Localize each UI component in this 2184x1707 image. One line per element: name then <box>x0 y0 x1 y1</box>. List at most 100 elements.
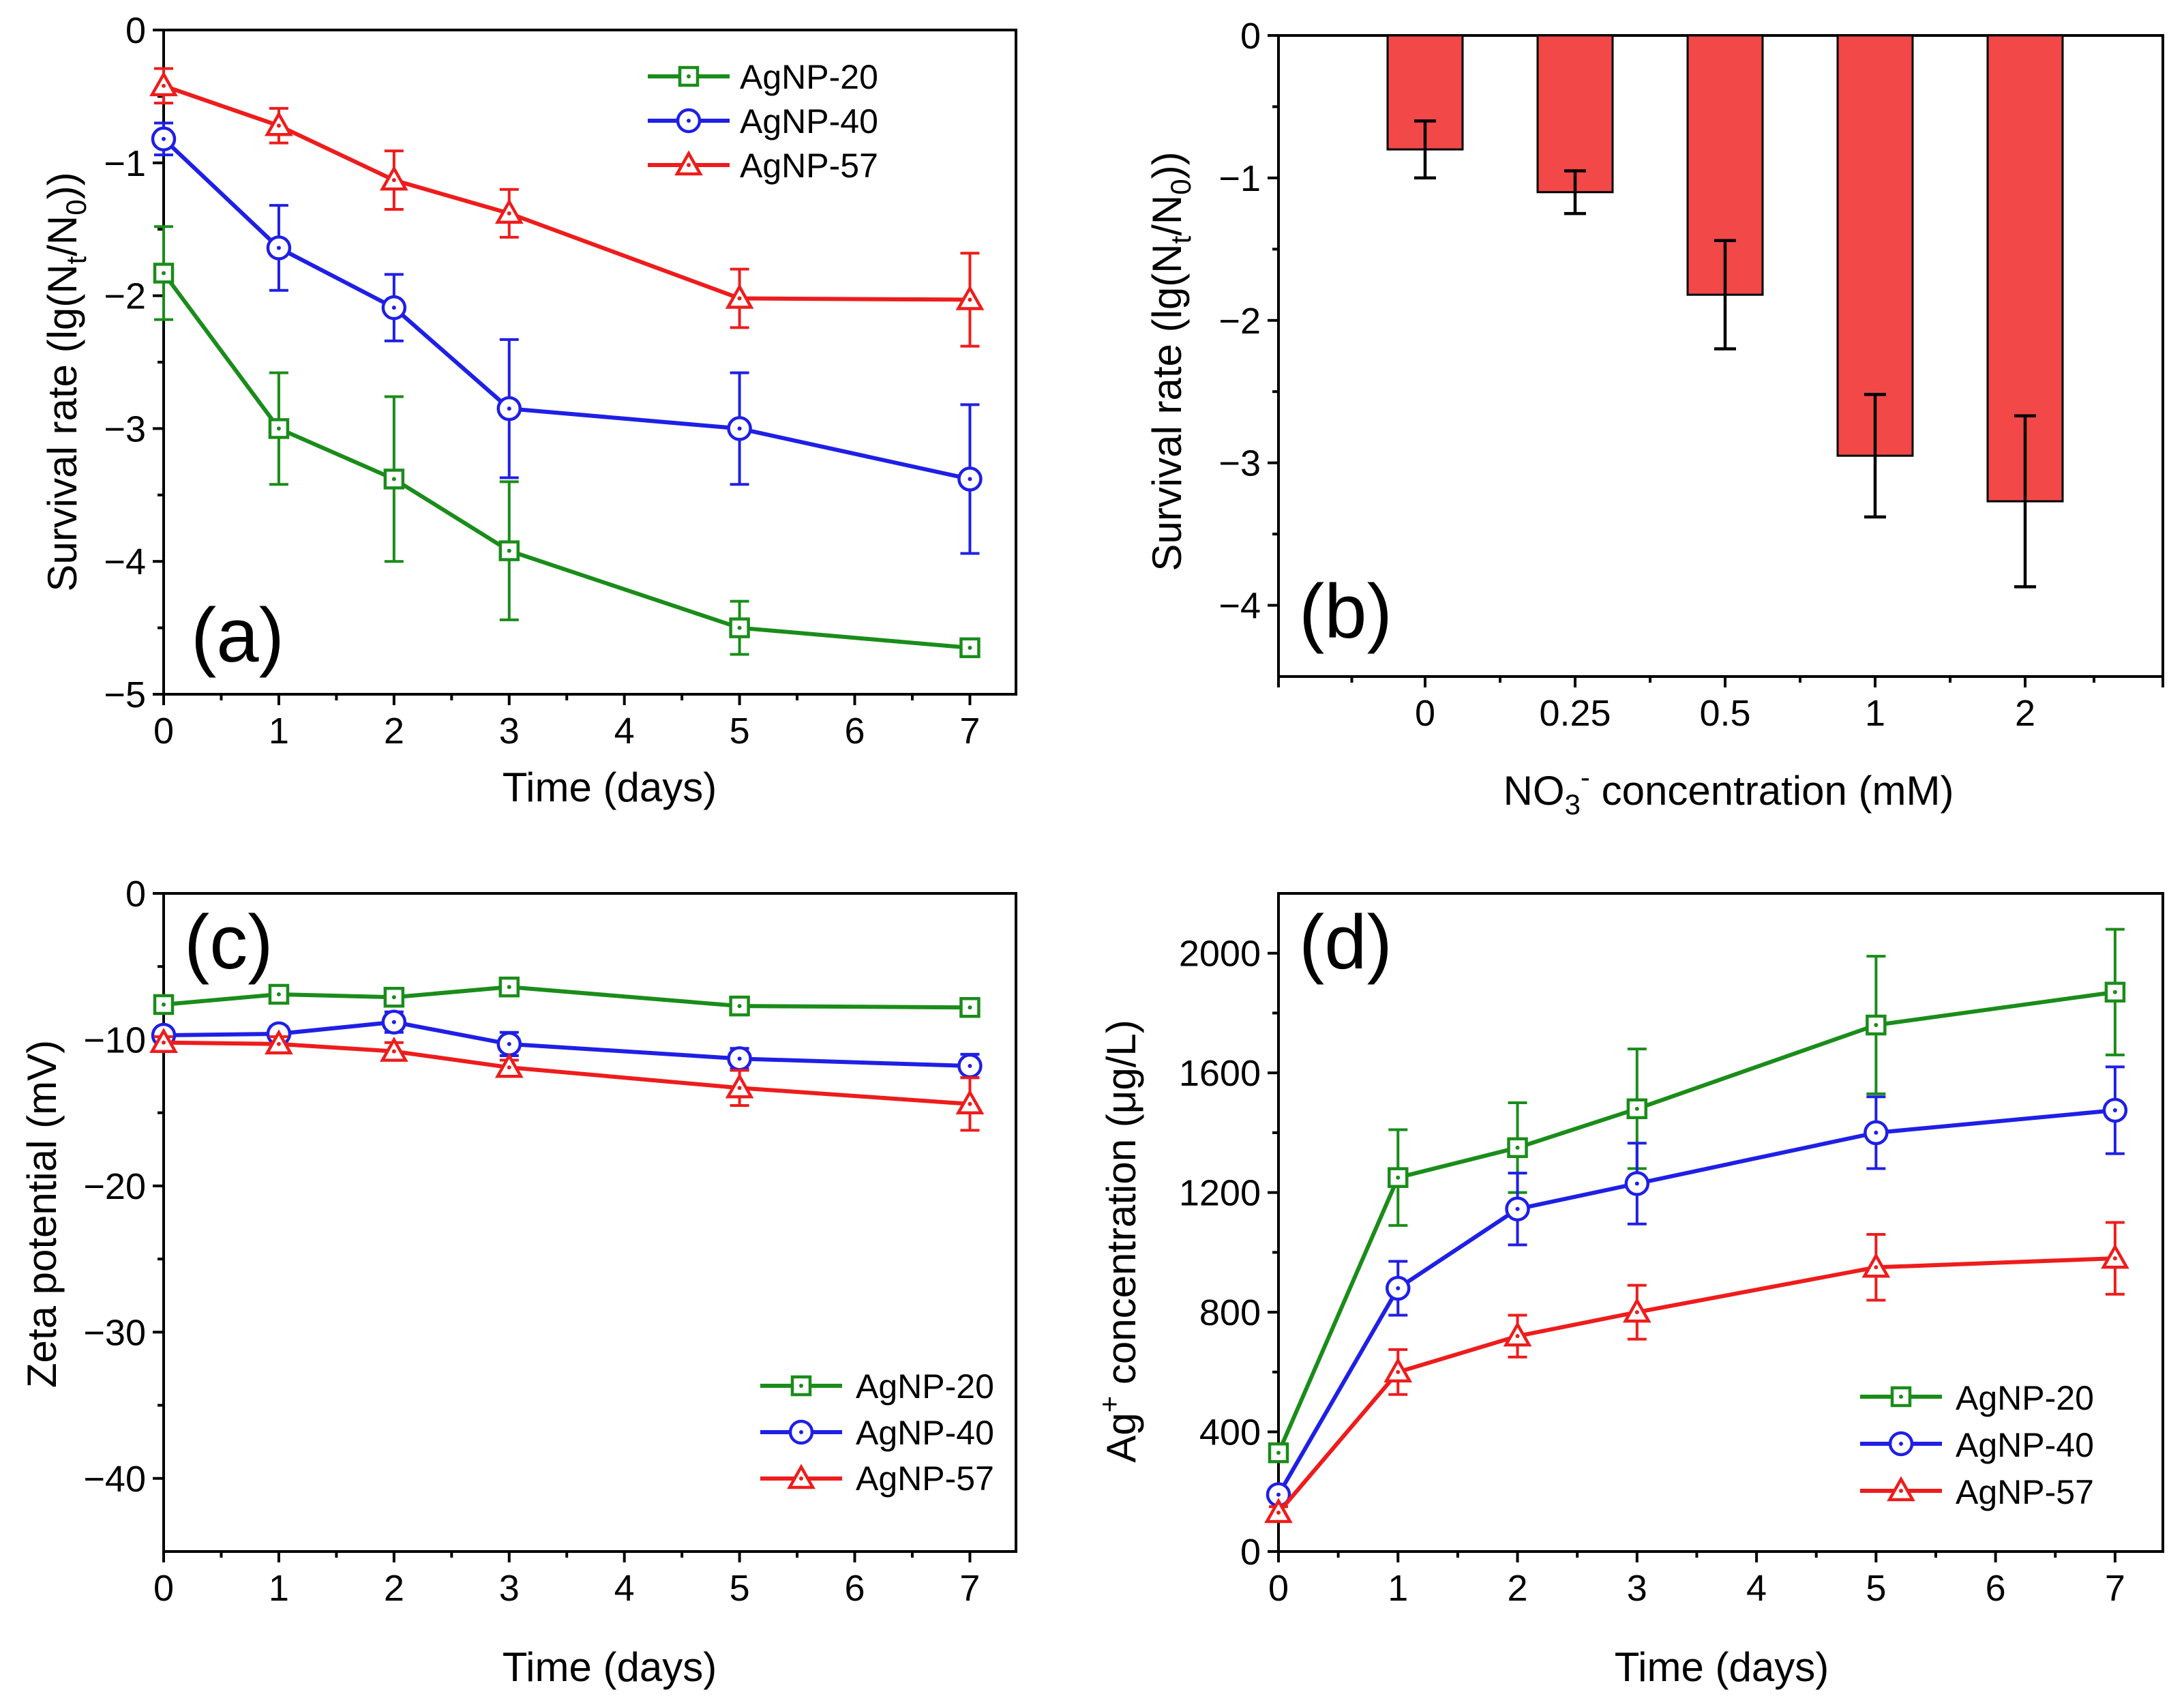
panel-a-legend-agnp-40: AgNP-40 <box>740 102 878 140</box>
panel-d-point-agnp-57-dot <box>1396 1369 1401 1374</box>
panel-c-legend-agnp-57: AgNP-57 <box>856 1459 994 1498</box>
panel-a-series-agnp-57 <box>149 67 985 348</box>
panel-d-legend: AgNP-20 AgNP-40 AgNP-57 <box>1956 1379 2094 1511</box>
panel-a-ytick-label: −5 <box>104 674 146 715</box>
panel-c-legend-agnp-20: AgNP-20 <box>856 1367 994 1406</box>
panel-c-point-agnp-40-dot <box>507 1041 511 1046</box>
panel-d-point-agnp-20-dot <box>1874 1023 1879 1027</box>
panel-c-xtick-label: 2 <box>384 1568 404 1609</box>
panel-c-ylabel: Zeta potential (mV) <box>19 1040 65 1388</box>
panel-a-xtick-label: 2 <box>384 711 404 752</box>
panel-c-point-agnp-57-dot <box>968 1101 972 1106</box>
panel-c-xlabel: Time (days) <box>503 1644 717 1690</box>
panel-d-label: (d) <box>1299 900 1392 985</box>
panel-d-point-agnp-40-dot <box>1874 1130 1879 1135</box>
panel-d-point-agnp-20-dot <box>1276 1451 1281 1455</box>
panel-c-line-agnp-40 <box>163 1020 970 1069</box>
panel-a-point-agnp-40-dot <box>507 406 511 411</box>
panel-a-ytick-label: −4 <box>104 541 146 582</box>
panel-c-ytick-label: −10 <box>83 1020 146 1060</box>
panel-c-point-agnp-20-dot <box>276 992 281 996</box>
panel-d-legend-swatch-agnp-57 <box>1860 1476 1942 1502</box>
panel-d-line-agnp-20 <box>1276 990 2116 1454</box>
panel-d-point-agnp-40-dot <box>1515 1206 1520 1211</box>
panel-a-legend-marker-agnp-20-dot <box>687 74 691 78</box>
panel-c-label: (c) <box>184 900 273 985</box>
panel-a-point-agnp-40-dot <box>968 477 972 481</box>
panel-d-legend-swatch-agnp-20 <box>1860 1386 1942 1408</box>
panel-a: (a) Survival rate (lg(Nt/N0)) Time (days… <box>40 58 878 810</box>
panel-a-ylabel: Survival rate (lg(Nt/N0)) <box>40 172 92 591</box>
panel-d-frame <box>1277 892 2164 1553</box>
panel-a-legend-swatch-agnp-40 <box>648 108 730 134</box>
panel-a-point-agnp-20-dot <box>276 426 281 431</box>
panel-a-line-agnp-20 <box>162 271 970 650</box>
panel-a-xtick-label: 3 <box>499 711 520 752</box>
panel-b-category-label: 0.5 <box>1699 693 1750 734</box>
panel-c-xtick-label: 6 <box>844 1568 865 1609</box>
panel-d-point-agnp-57-dot <box>1515 1334 1520 1339</box>
panel-a-axes: 0−1−2−3−4−50 1 2 3 4 5 6 7 <box>104 10 1017 752</box>
panel-c: (c) Zeta potential (mV) Time (days) AgNP… <box>19 900 994 1690</box>
panel-a-point-agnp-40-dot <box>276 246 281 250</box>
panel-a-ytick-label: −3 <box>104 409 146 449</box>
panel-b-ytick-label: −1 <box>1218 158 1261 199</box>
panel-a-legend-agnp-57: AgNP-57 <box>740 147 878 185</box>
panel-c-point-agnp-20 <box>959 997 981 1018</box>
panel-d-point-agnp-20-dot <box>1396 1175 1401 1180</box>
panel-a-point-agnp-20-dot <box>162 271 166 276</box>
panel-a-xtick-label: 4 <box>614 711 635 752</box>
panel-c-xtick-label: 1 <box>269 1568 289 1609</box>
panel-a-point-agnp-57-dot <box>162 83 166 88</box>
panel-d-point-agnp-57-dot <box>2112 1256 2117 1261</box>
panel-b: (b) Survival rate (lg(Nt/N0)) NO3- conce… <box>1144 151 1954 820</box>
panel-d-ytick-label: 400 <box>1199 1412 1261 1453</box>
panel-b-xlabel: NO3- concentration (mM) <box>1504 761 1954 820</box>
panel-c-xtick-label: 4 <box>614 1568 635 1609</box>
panel-c-xtick-label: 0 <box>153 1568 174 1609</box>
panel-b-label: (b) <box>1299 569 1392 654</box>
panel-c-line-agnp-20 <box>163 985 970 1010</box>
panel-c-legend: AgNP-20 AgNP-40 AgNP-57 <box>856 1367 994 1498</box>
panel-a-point-agnp-20-dot <box>737 625 742 630</box>
panel-b-bar-1 <box>1836 34 1914 457</box>
panel-d-point-agnp-40-dot <box>1634 1181 1639 1186</box>
panel-d-xtick-label: 4 <box>1746 1568 1767 1609</box>
panel-c-point-agnp-20-dot <box>391 995 396 1000</box>
panel-c-legend-marker-agnp-40-dot <box>799 1430 803 1434</box>
panel-d-xtick-label: 0 <box>1268 1568 1289 1609</box>
panel-a-point-agnp-57-dot <box>276 123 281 128</box>
panel-d-point-agnp-57-dot <box>1874 1265 1879 1270</box>
panel-b-category-label: 0.25 <box>1539 693 1611 734</box>
panel-a-legend-agnp-20: AgNP-20 <box>740 58 878 96</box>
panel-d-legend-agnp-20: AgNP-20 <box>1956 1379 2094 1417</box>
panel-c-point-agnp-20-dot <box>162 1002 166 1007</box>
panel-c-point-agnp-20-dot <box>507 985 511 990</box>
panel-d-point-agnp-20-dot <box>1515 1145 1520 1150</box>
panel-c-point-agnp-40-dot <box>968 1064 972 1069</box>
panel-d-xtick-label: 1 <box>1388 1568 1408 1609</box>
panel-c-axes: 0 −10 −20 −30 −40 0 1 2 3 4 5 6 7 <box>83 874 1017 1609</box>
panel-c-series-agnp-57 <box>149 1028 985 1132</box>
panel-b-ylabel: Survival rate (lg(Nt/N0)) <box>1144 151 1197 571</box>
panel-d-ytick-label: 800 <box>1199 1292 1261 1333</box>
panel-d-xtick-label: 6 <box>1986 1568 2006 1609</box>
panel-b-bar-0.25 <box>1536 34 1614 194</box>
panel-c-point-agnp-57-dot <box>162 1040 166 1045</box>
panel-a-legend-marker-agnp-40-dot <box>687 119 691 123</box>
panel-d-ytick-label: 2000 <box>1179 934 1261 975</box>
panel-c-ytick-label: −30 <box>83 1312 146 1353</box>
panel-c-point-agnp-57-dot <box>507 1065 511 1070</box>
panel-a-point-agnp-20-dot <box>507 548 511 553</box>
panel-d-line-agnp-40 <box>1276 1108 2116 1496</box>
panel-c-legend-swatch-agnp-40 <box>760 1419 842 1445</box>
panel-d-xtick-label: 7 <box>2105 1568 2125 1609</box>
panel-d-legend-marker-agnp-40-dot <box>1899 1442 1903 1446</box>
panel-a-point-agnp-40-dot <box>737 426 742 431</box>
panel-d-point-agnp-20-dot <box>2112 990 2117 994</box>
panel-d-axes: 0 400 800 1200 1600 2000 0 1 2 3 4 5 6 7 <box>1179 892 2164 1609</box>
panel-c-ytick-label: 0 <box>125 874 146 915</box>
panel-a-xtick-label: 1 <box>269 711 289 752</box>
panel-a-point-agnp-57-dot <box>737 296 742 301</box>
panel-c-series-agnp-20 <box>153 976 981 1018</box>
